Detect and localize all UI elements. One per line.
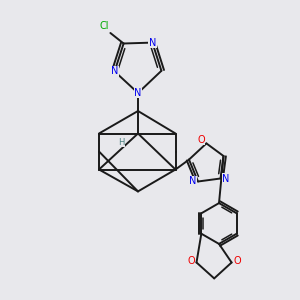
Text: O: O (197, 135, 205, 145)
Text: N: N (222, 173, 230, 184)
Text: N: N (134, 88, 142, 98)
Text: O: O (233, 256, 241, 266)
Text: N: N (111, 66, 118, 76)
Text: N: N (189, 176, 196, 187)
Text: Cl: Cl (100, 21, 109, 32)
Text: H: H (118, 138, 125, 147)
Text: O: O (187, 256, 195, 266)
Text: N: N (149, 38, 156, 48)
